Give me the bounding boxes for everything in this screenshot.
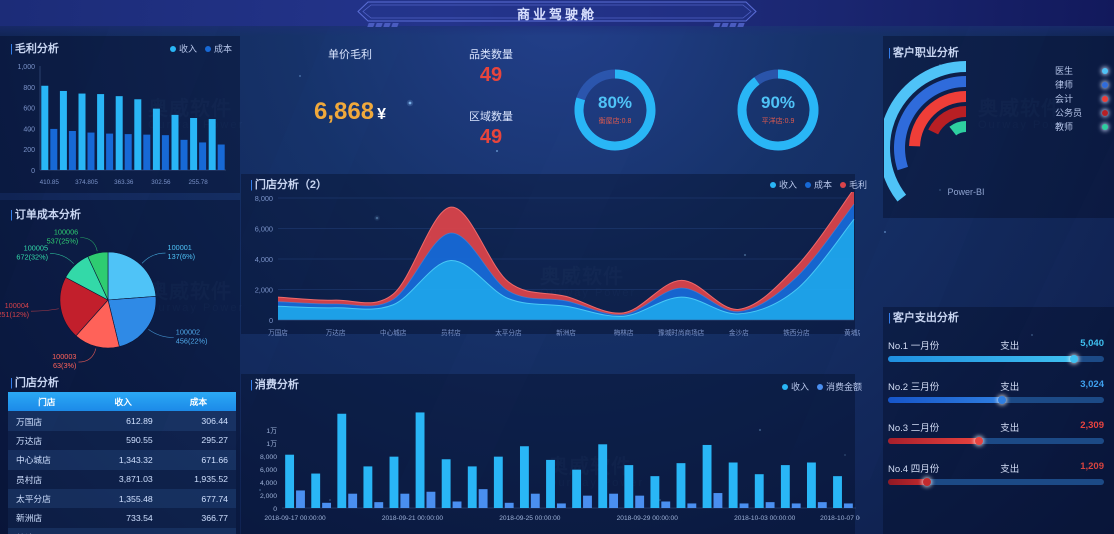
svg-text:537(25%): 537(25%) [47,237,79,246]
svg-text:8,000: 8,000 [255,194,273,203]
svg-text:100004: 100004 [5,301,29,310]
svg-text:0: 0 [31,168,35,175]
svg-text:2018-09-21 00:00:00: 2018-09-21 00:00:00 [382,515,444,522]
svg-text:2018-10-07 00:00:00: 2018-10-07 00:00:00 [820,515,860,522]
svg-text:6,000: 6,000 [260,467,277,474]
svg-text:800: 800 [23,85,35,92]
svg-text:万达店: 万达店 [326,328,346,337]
svg-text:1万: 1万 [266,440,277,448]
svg-text:363.36: 363.36 [114,179,134,186]
svg-text:2018-09-17 00:00:00: 2018-09-17 00:00:00 [264,515,326,522]
svg-text:中心城店: 中心城店 [380,328,407,337]
svg-text:400: 400 [23,126,35,133]
svg-text:衡屋店:0.8: 衡屋店:0.8 [599,116,632,125]
svg-text:200: 200 [23,147,35,154]
svg-text:6,000: 6,000 [255,225,273,234]
svg-text:251(12%): 251(12%) [0,310,29,319]
svg-text:100005: 100005 [24,243,48,252]
svg-text:100006: 100006 [54,228,78,237]
svg-text:4,000: 4,000 [255,255,273,264]
svg-text:410.85: 410.85 [40,179,60,186]
svg-text:100002: 100002 [176,328,200,337]
svg-text:90%: 90% [761,93,795,112]
svg-text:万国店: 万国店 [268,328,288,337]
svg-text:梅林店: 梅林店 [614,328,634,337]
svg-text:Power-BI: Power-BI [947,187,984,197]
svg-text:374.805: 374.805 [75,179,98,186]
svg-text:80%: 80% [598,93,632,112]
svg-text:铁西分店: 铁西分店 [783,328,810,337]
svg-text:0: 0 [269,316,273,325]
svg-text:2,000: 2,000 [255,286,273,295]
svg-text:员村店: 员村店 [441,328,461,337]
svg-text:太平分店: 太平分店 [495,328,522,337]
svg-text:600: 600 [23,106,35,113]
svg-text:1,000: 1,000 [17,64,35,71]
svg-text:2018-09-29 00:00:00: 2018-09-29 00:00:00 [617,515,679,522]
svg-text:1万: 1万 [266,427,277,435]
svg-text:672(32%): 672(32%) [16,252,48,261]
svg-text:金沙店: 金沙店 [729,328,749,337]
svg-text:4,000: 4,000 [260,480,277,487]
svg-text:302.56: 302.56 [151,179,171,186]
svg-text:456(22%): 456(22%) [176,337,208,346]
svg-text:豫城时尚商场店: 豫城时尚商场店 [658,328,705,337]
svg-text:2018-09-25 00:00:00: 2018-09-25 00:00:00 [499,515,561,522]
svg-text:100003: 100003 [52,352,76,361]
svg-text:8,000: 8,000 [260,454,277,461]
svg-text:0: 0 [273,506,277,513]
svg-text:63(3%): 63(3%) [53,361,77,370]
svg-text:137(6%): 137(6%) [168,252,196,261]
svg-text:新洲店: 新洲店 [556,328,576,337]
svg-text:2018-10-03 00:00:00: 2018-10-03 00:00:00 [734,515,796,522]
svg-text:100001: 100001 [168,243,192,252]
svg-text:平洋店:0.9: 平洋店:0.9 [762,116,795,125]
svg-text:2,000: 2,000 [260,493,277,500]
svg-text:255.78: 255.78 [188,179,208,186]
svg-text:黄埔店: 黄埔店 [844,328,860,337]
